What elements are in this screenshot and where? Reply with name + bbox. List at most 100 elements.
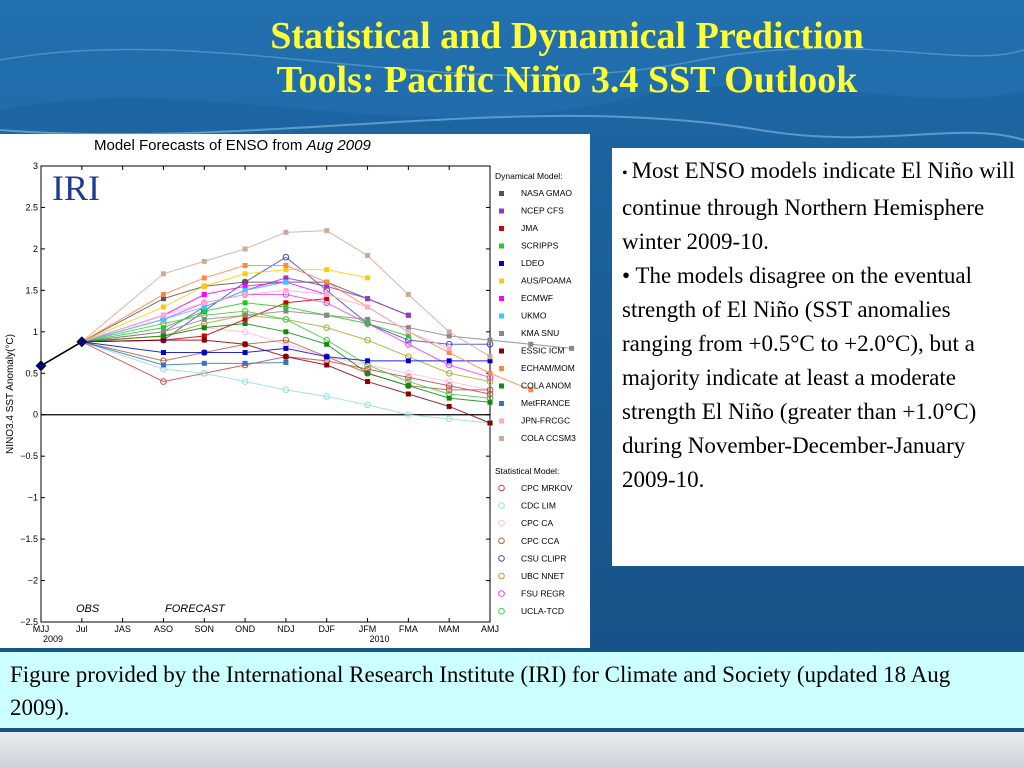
dynamical-series-point [405,292,411,298]
legend-label: KMA SNU [521,328,559,338]
dynamical-series-point [160,333,166,339]
dynamical-series-point [283,229,289,235]
dynamical-series-point [160,304,166,310]
legend-marker [499,313,504,319]
chart-title-date: Aug 2009 [306,137,372,154]
legend-label: CDC LIM [521,501,556,511]
dynamical-series-point [405,333,411,339]
dynamical-series-point [283,304,289,310]
dynamical-series-point [242,246,248,252]
statistical-series-point [405,374,412,381]
x-tick-label: ASO [154,624,173,634]
observed-line [40,341,83,367]
observed-point [76,336,88,348]
dynamical-series-point [487,354,493,360]
dynamical-series-point [201,337,207,343]
x-tick-label: FMA [399,624,418,634]
statistical-series-point [282,336,290,344]
statistical-series-point [405,411,412,419]
legend-marker [498,607,505,615]
iri-logo: IRI [52,168,100,208]
dynamical-series-point [365,370,371,376]
dynamical-series-point [242,321,248,327]
legend-marker [499,331,504,336]
dynamical-series-point [201,258,207,264]
dynamical-series-line-9 [81,339,491,424]
dynamical-series-point [324,228,330,234]
dynamical-series-point [446,358,452,364]
slide-title-line2: Tools: Pacific Niño 3.4 SST Outlook [276,59,858,101]
x-tick-label: Jul [76,624,88,634]
dynamical-series-point [283,300,289,306]
legend-label: UCLA-TCD [521,606,564,616]
legend-label: NCEP CFS [521,206,564,216]
dynamical-series-point [242,350,248,356]
statistical-series-point [445,382,453,390]
dynamical-series-line-7 [81,281,287,343]
x-tick-label: AMJ [481,624,499,634]
dynamical-series-point [446,329,452,335]
dynamical-series-point [283,267,289,273]
statistical-series-point [282,253,290,261]
dynamical-series-point [160,312,166,318]
dynamical-series-point [405,383,411,389]
dynamical-series-point [365,358,371,364]
dynamical-series-line-13 [81,289,450,349]
dynamical-series-point [365,316,371,322]
legend-label: ECMWF [521,293,553,303]
slide-title: Statistical and Dynamical Prediction Too… [0,14,1024,102]
legend-marker [499,261,504,266]
dynamical-series-point [324,292,330,298]
dynamical-series-point [446,403,452,409]
dynamical-series-point [365,379,371,385]
statistical-series-point [445,369,453,377]
legend-marker [499,191,504,196]
x-tick-label: MJJ [33,624,50,634]
statistical-series-point [364,336,371,344]
dynamical-series-point [160,337,166,343]
x-tick-label: JAS [114,624,131,634]
statistical-series-point [445,378,453,385]
dynamical-series-point [201,275,207,281]
slide-title-line1: Statistical and Dynamical Prediction [270,15,864,57]
y-tick-label: 1.5 [25,285,38,295]
bullet-1-text: Most ENSO models indicate El Niño will c… [622,158,1015,254]
x-tick-label: JFM [359,624,377,634]
statistical-series-point [241,378,249,385]
dynamical-series-point [160,271,166,277]
legend-marker [498,484,505,492]
y-tick-label: 1 [33,327,38,337]
dynamical-series-point [201,360,207,366]
dynamical-series-point [365,304,371,310]
dynamical-series-line-4 [81,341,490,362]
dynamical-series-line-14 [81,230,491,358]
dynamical-series-point [283,354,289,360]
dynamical-series-point [201,350,207,356]
dynamical-series-point [324,283,330,289]
forecast-label: FORECAST [165,603,226,615]
legend-label: JPN-FRCGC [521,416,570,426]
legend-label: CPC MRKOV [521,483,573,493]
dynamical-series-point [201,292,207,298]
dynamical-series-point [242,292,248,298]
y-tick-label: −2 [28,576,38,586]
dynamical-series-point [201,300,207,306]
statistical-series-point [241,328,249,336]
legend-marker [499,383,504,389]
statistical-series-point [160,378,167,385]
dynamical-series-line-0 [81,281,409,343]
dynamical-series-point [487,399,493,405]
statistical-series-line-5 [81,314,491,383]
legend-label: UBC NNET [521,571,564,581]
legend-label: MetFRANCE [521,398,570,408]
dynamical-series-point [242,312,248,318]
bullet-marker: • [622,263,636,288]
dynamical-series-point [528,387,534,393]
legend-marker [499,401,504,406]
statistical-series-point [200,369,208,377]
statistical-series-point [282,316,290,323]
legend-label: ESSIC ICM [521,346,564,356]
dynamical-series-point [324,362,330,368]
dynamical-series-point [283,279,289,285]
dynamical-series-point [201,325,207,331]
